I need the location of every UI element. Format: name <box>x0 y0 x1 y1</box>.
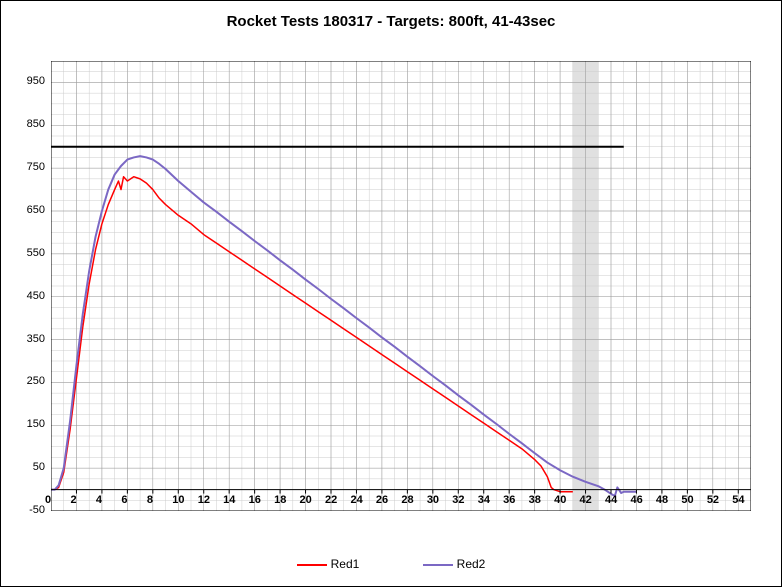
chart-svg <box>51 61 751 511</box>
x-tick-label: 50 <box>681 494 693 506</box>
x-tick-label: 18 <box>274 494 286 506</box>
legend-line-red2 <box>423 564 453 566</box>
x-tick-label: 2 <box>70 494 76 506</box>
x-tick-label: 42 <box>580 494 592 506</box>
x-tick-label: 26 <box>376 494 388 506</box>
legend-item-red2: Red2 <box>423 557 486 571</box>
plot-area <box>51 61 751 511</box>
x-tick-label: 12 <box>198 494 210 506</box>
legend-item-red1: Red1 <box>297 557 360 571</box>
chart-title: Rocket Tests 180317 - Targets: 800ft, 41… <box>1 13 781 30</box>
x-tick-label: 28 <box>401 494 413 506</box>
x-tick-label: 6 <box>121 494 127 506</box>
y-tick-label: 150 <box>27 418 45 430</box>
y-tick-label: 850 <box>27 118 45 130</box>
x-tick-label: 14 <box>223 494 235 506</box>
legend-label-red1: Red1 <box>331 557 360 571</box>
x-tick-label: 34 <box>478 494 490 506</box>
x-tick-label: 22 <box>325 494 337 506</box>
x-tick-label: 0 <box>45 494 51 506</box>
x-tick-label: 36 <box>503 494 515 506</box>
y-tick-label: 750 <box>27 161 45 173</box>
x-tick-label: 10 <box>172 494 184 506</box>
chart-container: Rocket Tests 180317 - Targets: 800ft, 41… <box>0 0 782 587</box>
x-tick-label: 24 <box>350 494 362 506</box>
x-tick-label: 54 <box>732 494 744 506</box>
x-tick-label: 40 <box>554 494 566 506</box>
y-tick-label: -50 <box>29 504 45 516</box>
y-tick-label: 350 <box>27 333 45 345</box>
y-tick-label: 550 <box>27 247 45 259</box>
x-tick-label: 46 <box>630 494 642 506</box>
y-tick-label: 50 <box>33 461 45 473</box>
y-tick-label: 650 <box>27 204 45 216</box>
x-tick-label: 38 <box>529 494 541 506</box>
y-tick-label: 450 <box>27 290 45 302</box>
x-tick-label: 48 <box>656 494 668 506</box>
x-tick-label: 16 <box>249 494 261 506</box>
x-tick-label: 20 <box>300 494 312 506</box>
x-tick-label: 44 <box>605 494 617 506</box>
legend-label-red2: Red2 <box>457 557 486 571</box>
y-tick-label: 250 <box>27 375 45 387</box>
x-tick-label: 8 <box>147 494 153 506</box>
x-tick-label: 32 <box>452 494 464 506</box>
y-tick-label: 950 <box>27 75 45 87</box>
x-tick-label: 4 <box>96 494 102 506</box>
legend: Red1 Red2 <box>1 557 781 571</box>
x-tick-label: 30 <box>427 494 439 506</box>
x-tick-label: 52 <box>707 494 719 506</box>
legend-line-red1 <box>297 564 327 566</box>
